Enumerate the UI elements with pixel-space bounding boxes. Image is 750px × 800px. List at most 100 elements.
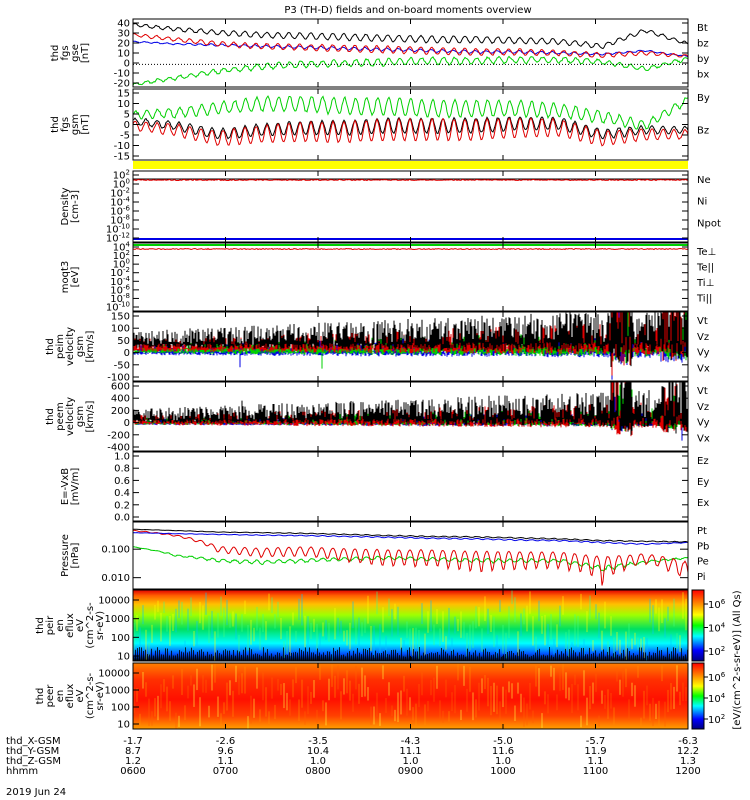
spectrogram-dark	[661, 650, 662, 661]
spectrogram-texture	[382, 607, 384, 633]
spectrogram-dark	[421, 655, 422, 661]
y-tick-label: -5	[120, 131, 130, 142]
spectrogram-texture	[685, 598, 687, 631]
spectrogram-dark	[547, 655, 548, 661]
spectrogram-dark	[457, 652, 458, 661]
spectrogram-dark	[527, 654, 528, 661]
y-axis-label: peem	[55, 402, 66, 430]
spectrogram-dark	[281, 656, 282, 661]
y-tick-label: 104	[113, 241, 131, 254]
spectrogram-texture	[154, 698, 156, 717]
spectrogram-texture	[556, 694, 558, 711]
spectrogram-dark	[539, 648, 540, 661]
spectrogram-dark	[453, 649, 454, 661]
spectrogram-texture	[241, 673, 243, 694]
spectrogram-dark	[327, 651, 328, 661]
spectrogram-dark	[385, 650, 386, 661]
y-tick-label: 10-8	[110, 214, 130, 227]
spectrogram-texture	[259, 709, 261, 722]
spectrogram-texture	[559, 605, 561, 627]
spectrogram-texture	[589, 595, 591, 620]
spectrogram-texture	[622, 668, 624, 697]
spectrogram-texture	[163, 679, 165, 692]
xaxis-value: 8.7	[125, 746, 141, 757]
spectrogram-texture	[211, 664, 213, 691]
y-axis-label: gsm	[70, 114, 81, 135]
spectrogram-texture	[529, 682, 531, 710]
spectrogram-texture	[490, 685, 492, 716]
spectrogram-texture	[511, 590, 513, 605]
y-axis-label: Density	[60, 187, 71, 225]
spectrogram-texture	[577, 684, 579, 711]
y-tick-label: 0.0	[114, 513, 130, 524]
y-axis-label: gse	[70, 44, 81, 62]
panel-frame-0	[132, 18, 689, 88]
spectrogram-texture	[580, 715, 582, 728]
yellow-band	[133, 161, 688, 169]
spectrogram-texture	[328, 622, 330, 642]
spectrogram-texture	[217, 612, 219, 638]
xaxis-value: 0700	[213, 766, 238, 777]
spectrogram-texture	[379, 624, 381, 656]
spectrogram-texture	[550, 665, 552, 677]
spectrogram-texture	[319, 665, 321, 680]
y-tick-label: 0	[124, 418, 130, 429]
spectrogram-texture	[280, 617, 282, 640]
spectrogram-texture	[250, 619, 252, 645]
spectrogram-texture	[307, 616, 309, 645]
legend-Ex: Ex	[697, 498, 709, 509]
y-tick-label: 102	[113, 169, 130, 182]
spectrogram-texture	[538, 668, 540, 697]
spectrogram-texture	[649, 598, 651, 623]
spectrogram-8	[133, 590, 688, 661]
spectrogram-texture	[247, 624, 249, 651]
spectrogram-dark	[619, 656, 620, 661]
spectrogram-texture	[343, 678, 345, 695]
spectrogram-texture	[655, 599, 657, 614]
y-axis-label: E=-VxB	[60, 468, 71, 505]
spectrogram-dark	[311, 652, 312, 661]
xaxis-value: -5.7	[586, 736, 606, 747]
spectrogram-texture	[352, 601, 354, 629]
spectrogram-texture	[520, 613, 522, 637]
spectrogram-dark	[487, 651, 488, 661]
spectrogram-texture	[184, 705, 186, 720]
spectrogram-texture	[652, 697, 654, 727]
spectrogram-texture	[424, 633, 426, 656]
series-Ne	[132, 178, 689, 182]
spectrogram-texture	[298, 598, 300, 620]
spectrogram-texture	[202, 605, 204, 630]
spectrogram-texture	[157, 695, 159, 721]
legend-Vz: Vz	[697, 402, 709, 413]
spectrogram-texture	[226, 599, 228, 626]
spectrogram-texture	[565, 672, 567, 699]
series-Vt	[132, 312, 689, 367]
spectrogram-texture	[187, 608, 189, 631]
y-tick-label: -10	[114, 141, 130, 152]
series-Bz	[132, 117, 689, 147]
spectrogram-texture	[385, 697, 387, 713]
spectrogram-texture	[640, 638, 642, 652]
spectrogram-dark	[587, 654, 588, 661]
spectrogram-texture	[556, 624, 558, 648]
spectrogram-texture	[547, 624, 549, 650]
y-tick-label: 600	[111, 382, 130, 393]
spectrogram-dark	[377, 653, 378, 661]
spectrogram-dark	[635, 655, 636, 661]
spectrogram-texture	[439, 628, 441, 647]
spectrogram-dark	[575, 652, 576, 661]
figure-title: P3 (TH-D) fields and on-board moments ov…	[284, 5, 531, 16]
spectrogram-dark	[521, 651, 522, 661]
spectrogram-dark	[481, 656, 482, 661]
spectrogram-dark	[283, 647, 284, 661]
spectrogram-dark	[345, 656, 346, 661]
spectrogram-texture	[499, 600, 501, 612]
spectrogram-texture	[484, 596, 486, 621]
spectrogram-texture	[370, 625, 372, 651]
date-label: 2019 Jun 24	[6, 787, 66, 798]
spectrogram-dark	[355, 653, 356, 661]
spectrogram-dark	[289, 652, 290, 661]
legend-Ti⊥: Ti⊥	[696, 278, 714, 289]
y-tick-label: -50	[114, 360, 130, 371]
xaxis-value: 1.1	[218, 756, 234, 767]
